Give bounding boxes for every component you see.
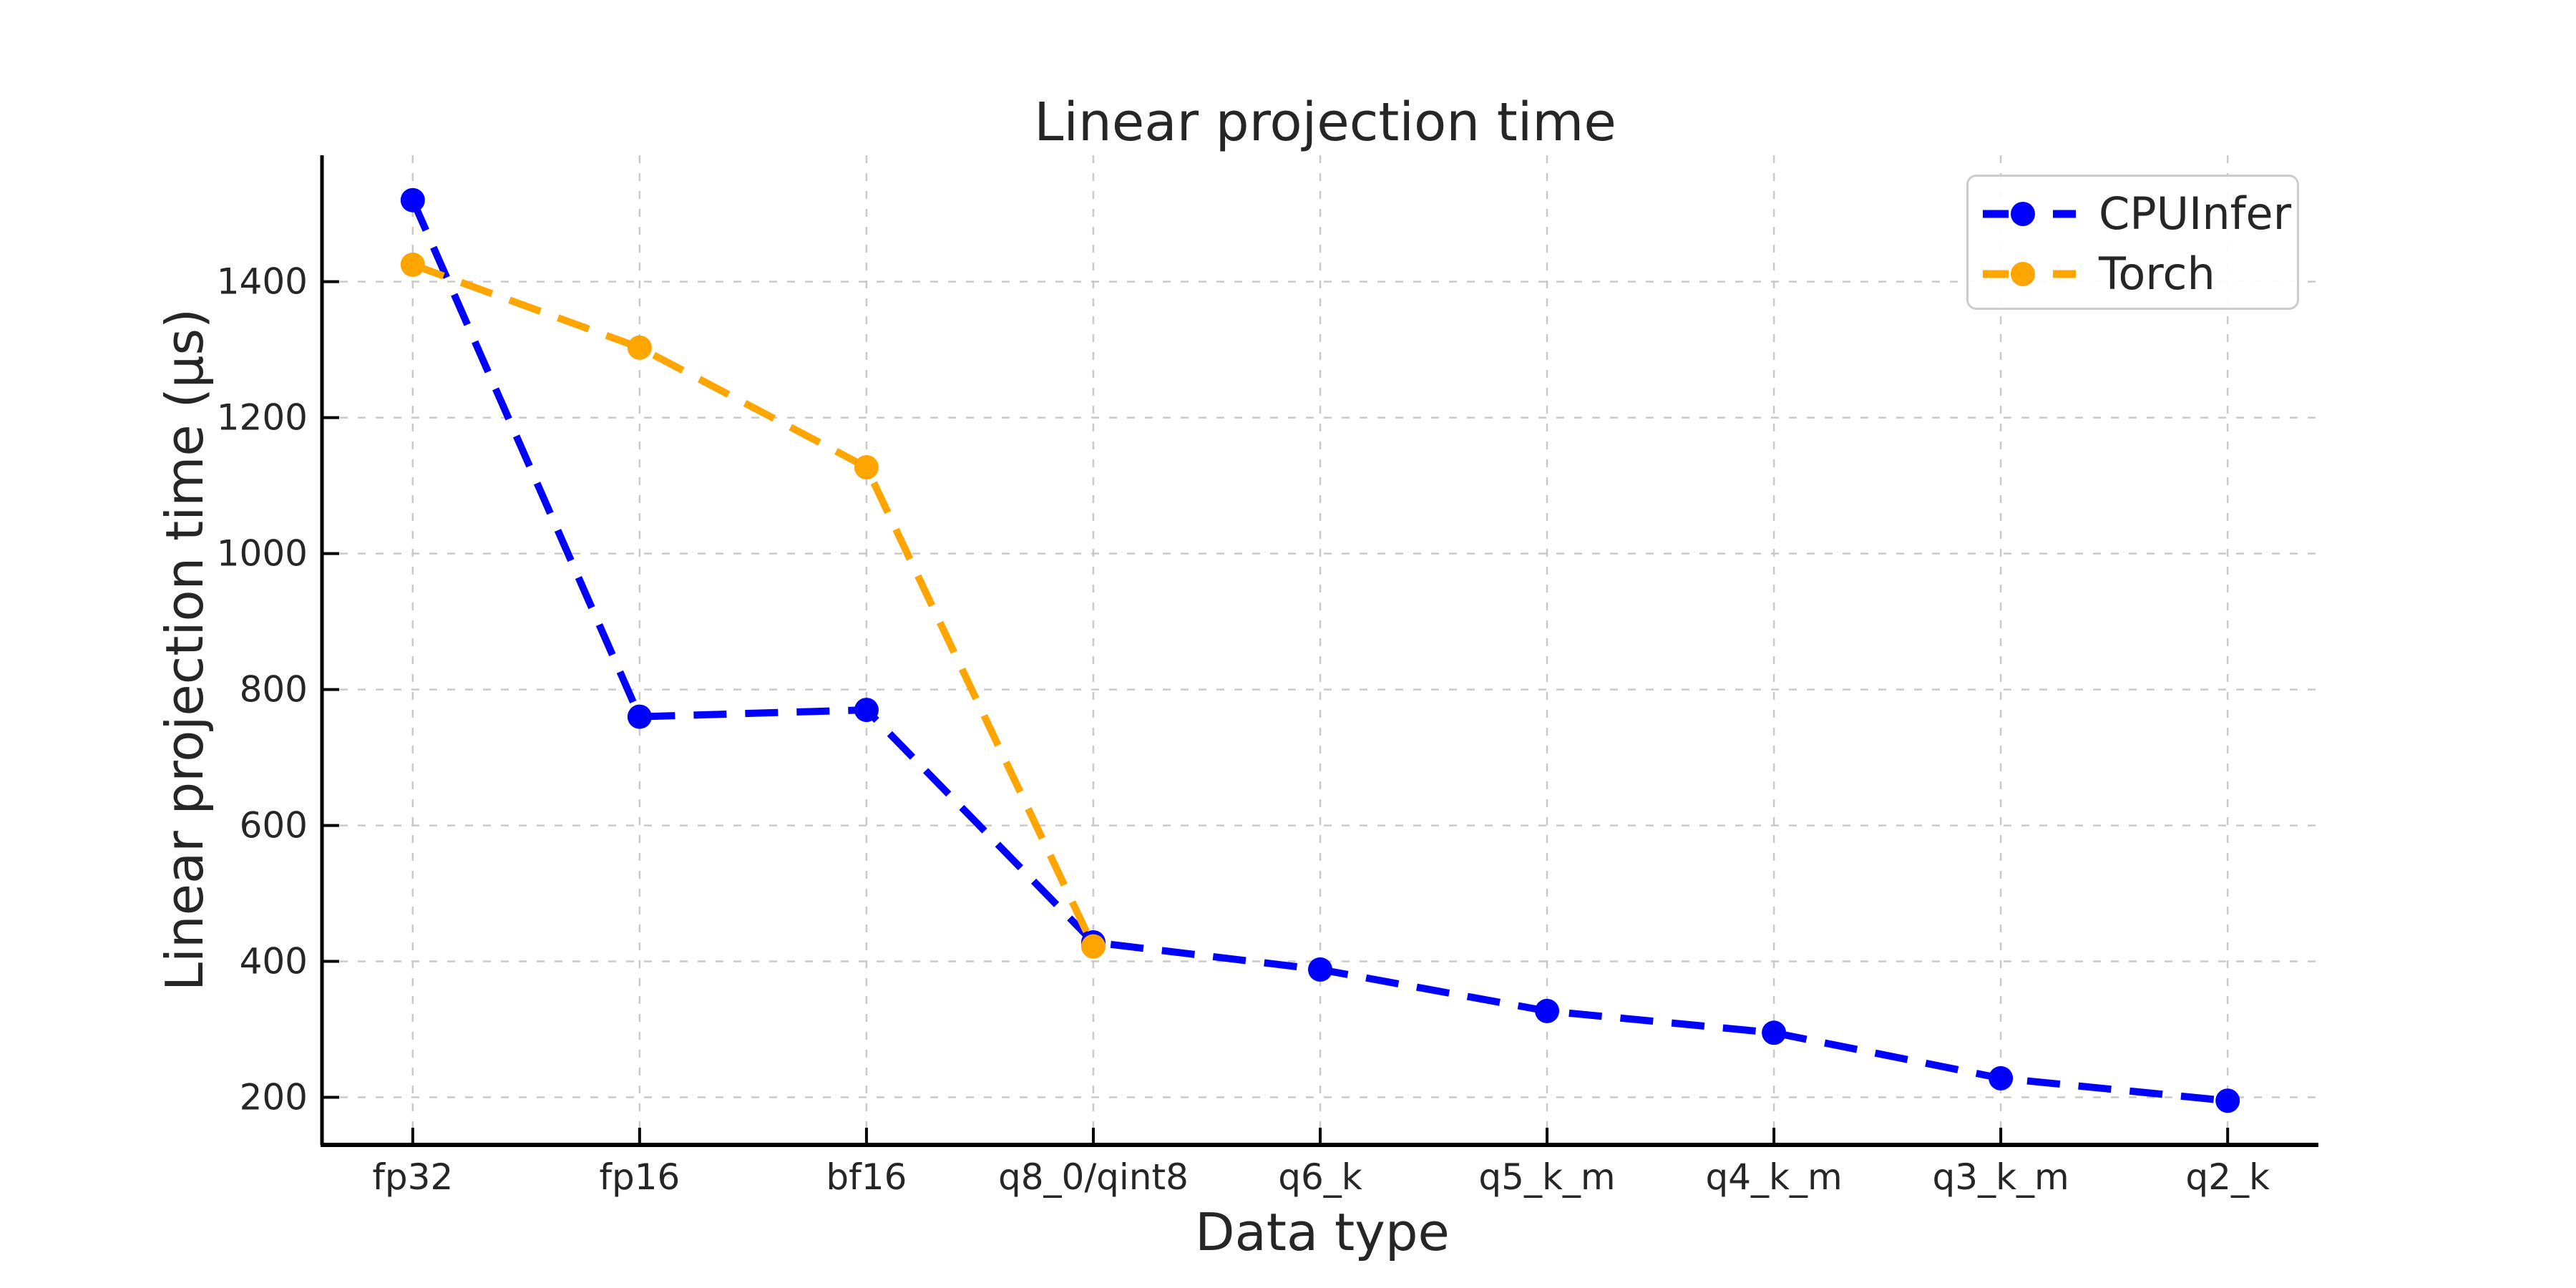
data-point-cpuinfer-fp16 <box>627 704 652 729</box>
legend-sample-marker <box>2011 262 2035 286</box>
y-tick-label: 1200 <box>217 397 308 439</box>
x-tick-label: q3_k_m <box>1933 1156 2069 1198</box>
x-tick-label: q2_k <box>2185 1156 2270 1198</box>
x-tick-label: bf16 <box>826 1156 907 1198</box>
y-tick-label: 200 <box>240 1077 308 1118</box>
data-point-cpuinfer-q4_k_m <box>1762 1020 1787 1045</box>
data-point-torch-fp16 <box>627 335 652 360</box>
chart-title: Linear projection time <box>1034 92 1616 153</box>
data-point-torch-q8_0/qint8 <box>1080 934 1106 959</box>
x-tick-label: q4_k_m <box>1705 1156 1842 1198</box>
legend: CPUInfer Torch <box>1966 175 2299 310</box>
x-tick-label: fp16 <box>599 1156 680 1198</box>
y-tick-label: 1400 <box>217 261 308 303</box>
x-axis-title: Data type <box>1195 1202 1450 1262</box>
x-tick-label: fp32 <box>372 1156 453 1198</box>
y-tick-label: 800 <box>240 669 308 711</box>
y-tick-label: 600 <box>240 805 308 847</box>
legend-label: Torch <box>2099 248 2215 300</box>
y-tick-label: 400 <box>240 941 308 982</box>
legend-item-cpuinfer: CPUInfer <box>1983 187 2292 240</box>
legend-line-marker-icon <box>1983 262 2076 286</box>
data-point-cpuinfer-q3_k_m <box>1989 1065 2014 1091</box>
legend-item-torch: Torch <box>1983 248 2215 300</box>
data-point-cpuinfer-bf16 <box>854 698 879 723</box>
y-axis-title-text: Linear projection time (µs) <box>155 308 215 992</box>
data-point-cpuinfer-fp32 <box>400 187 425 213</box>
data-point-torch-fp32 <box>400 252 425 277</box>
legend-line-marker-icon <box>1983 202 2076 226</box>
data-point-torch-bf16 <box>854 454 879 479</box>
x-tick-label: q8_0/qint8 <box>998 1156 1189 1198</box>
series-line-torch <box>411 261 1097 948</box>
x-tick-label: q6_k <box>1278 1156 1362 1198</box>
data-point-cpuinfer-q5_k_m <box>1535 998 1560 1023</box>
data-point-cpuinfer-q6_k <box>1308 957 1332 982</box>
x-tick-label: q5_k_m <box>1478 1156 1615 1198</box>
y-tick-label: 1000 <box>217 533 308 575</box>
legend-sample-marker <box>2011 202 2035 226</box>
legend-label: CPUInfer <box>2099 187 2292 240</box>
data-point-cpuinfer-q2_k <box>2215 1088 2240 1113</box>
